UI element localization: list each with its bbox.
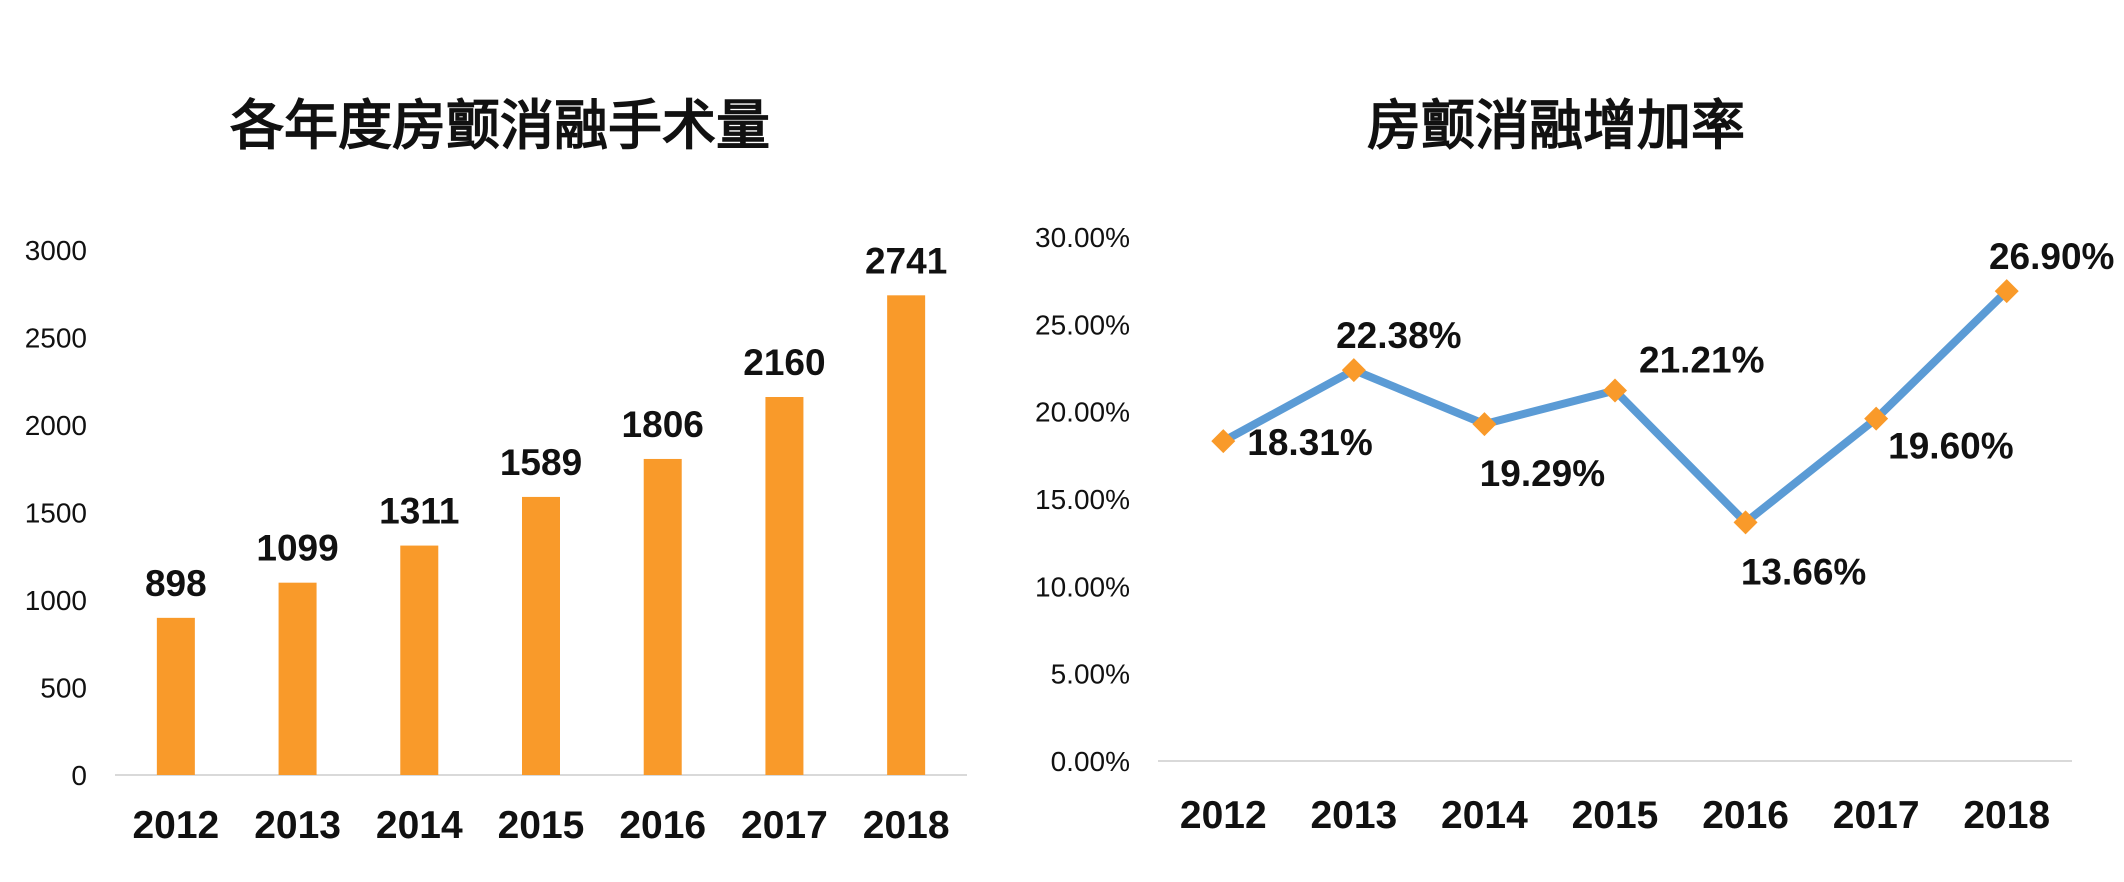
line-x-tick-label: 2013 [1310,794,1397,837]
line-marker [1472,412,1497,437]
bar-x-tick-label: 2017 [741,804,828,847]
line-marker [1211,429,1236,454]
line-marker [1341,358,1366,383]
line-data-label: 19.60% [1888,426,2014,467]
bar-y-tick-label: 2000 [25,410,87,441]
bar [887,295,926,775]
bar-x-tick-label: 2016 [619,804,706,847]
line-y-tick-label: 15.00% [1035,484,1130,515]
bar-y-tick-label: 3000 [25,235,87,266]
line-chart-title: 房颤消融增加率 [1367,94,1745,157]
bar-data-label: 898 [145,563,207,604]
line-y-tick-label: 0.00% [1051,746,1130,777]
line-data-label: 26.90% [1989,236,2115,277]
line-data-label: 19.29% [1480,453,1606,494]
bar-y-tick-label: 0 [71,760,87,791]
line-x-tick-label: 2012 [1180,794,1267,837]
bar-x-tick-label: 2018 [863,804,950,847]
line-marker [1733,510,1758,535]
bar-chart: 各年度房颤消融手术量 0 500 1000 1500 2000 2500 3000 898 1… [25,94,967,847]
line-data-label: 21.21% [1639,340,1765,381]
line-x-tick-labels: 2012 2013 2014 2015 2016 2017 2018 [1180,794,2050,837]
bar-data-label: 1589 [500,442,582,483]
line-data-label: 13.66% [1741,551,1867,592]
line-x-tick-label: 2017 [1833,794,1920,837]
bar-y-tick-label: 2500 [25,323,87,354]
line-y-tick-label: 10.00% [1035,571,1130,602]
line-y-tick-label: 20.00% [1035,397,1130,428]
bar [278,582,317,775]
bar-series [156,295,926,775]
line-x-tick-label: 2016 [1702,794,1789,837]
bar-data-label: 1806 [622,404,704,445]
bar-y-tick-label: 1500 [25,498,87,529]
bar-y-tick-label: 500 [40,673,87,704]
bar-y-tick-labels: 0 500 1000 1500 2000 2500 3000 [25,235,87,791]
bar-y-tick-label: 1000 [25,585,87,616]
line-data-label: 18.31% [1247,422,1373,463]
line-data-label: 22.38% [1336,315,1462,356]
bar-x-tick-label: 2014 [376,804,463,847]
bar-data-label: 2160 [743,342,825,383]
bar-data-label: 1311 [379,491,459,532]
bar-data-label: 2741 [865,240,947,281]
bar-x-tick-label: 2012 [132,804,219,847]
bar [765,397,804,775]
bar-data-label: 1099 [256,528,338,569]
line-x-tick-label: 2015 [1572,794,1659,837]
line-y-tick-labels: 0.00% 5.00% 10.00% 15.00% 20.00% 25.00% 30.00% [1035,222,1130,777]
bar-data-labels: 898 1099 1311 1589 1806 2160 2741 [145,240,947,604]
bar-x-tick-label: 2013 [254,804,341,847]
bar [400,545,439,775]
bar-x-tick-labels: 2012 2013 2014 2015 2016 2017 2018 [132,804,949,847]
bar-x-tick-label: 2015 [498,804,585,847]
line-marker [1864,406,1889,431]
line-y-tick-label: 30.00% [1035,222,1130,253]
line-x-tick-label: 2014 [1441,794,1528,837]
line-marker [1603,378,1627,403]
line-x-tick-label: 2018 [1963,794,2050,837]
line-chart: 房颤消融增加率 0.00% 5.00% 10.00% 15.00% 20.00% 25.0… [1035,94,2114,837]
line-marker [1994,279,2019,304]
line-y-tick-label: 5.00% [1051,659,1130,690]
bar [643,458,682,775]
line-markers [1211,279,2019,535]
bar [522,496,560,775]
bar [156,617,195,775]
line-y-tick-label: 25.00% [1035,309,1130,340]
line-data-labels: 18.31% 22.38% 19.29% 21.21% 13.66% 19.60% 26.9… [1247,236,2114,592]
bar-chart-title: 各年度房颤消融手术量 [230,94,770,157]
